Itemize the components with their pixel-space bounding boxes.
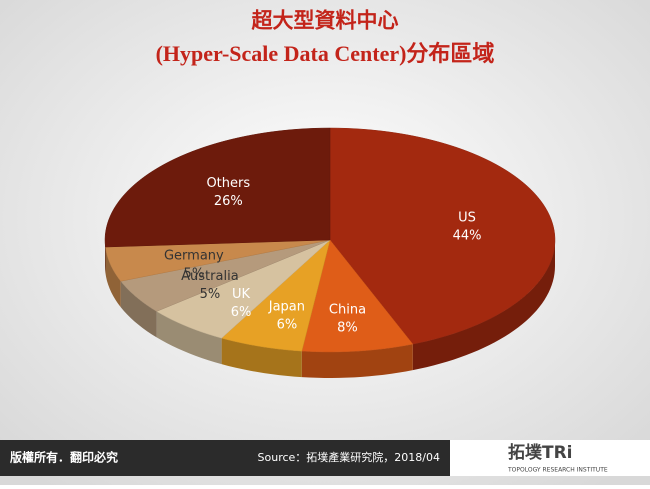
slice-label: Germany xyxy=(164,249,224,264)
pie: US44%China8%Japan6%UK6%Australia5%German… xyxy=(105,128,555,378)
logo: 拓墣TRi xyxy=(508,443,573,463)
slice-label: Others xyxy=(206,176,250,191)
slice-label: Japan xyxy=(268,300,305,315)
slice-label: US xyxy=(458,210,476,225)
rights: 版權所有．翻印必究 xyxy=(10,450,118,465)
value-label: 8% xyxy=(337,320,358,335)
value-label: 5% xyxy=(184,267,205,282)
chart-title: 超大型資料中心 xyxy=(252,8,399,33)
value-label: 6% xyxy=(231,305,252,320)
value-label: 5% xyxy=(200,287,221,302)
source: Source：拓墣產業研究院，2018/04 xyxy=(258,450,440,464)
value-label: 6% xyxy=(277,318,298,333)
value-label: 44% xyxy=(453,228,482,243)
logo-sub: TOPOLOGY RESEARCH INSTITUTE xyxy=(507,467,608,474)
slice-label: China xyxy=(329,302,366,317)
value-label: 26% xyxy=(214,194,243,209)
slice-label: UK xyxy=(232,287,251,302)
chart-subtitle: (Hyper-Scale Data Center)分布區域 xyxy=(156,41,495,66)
